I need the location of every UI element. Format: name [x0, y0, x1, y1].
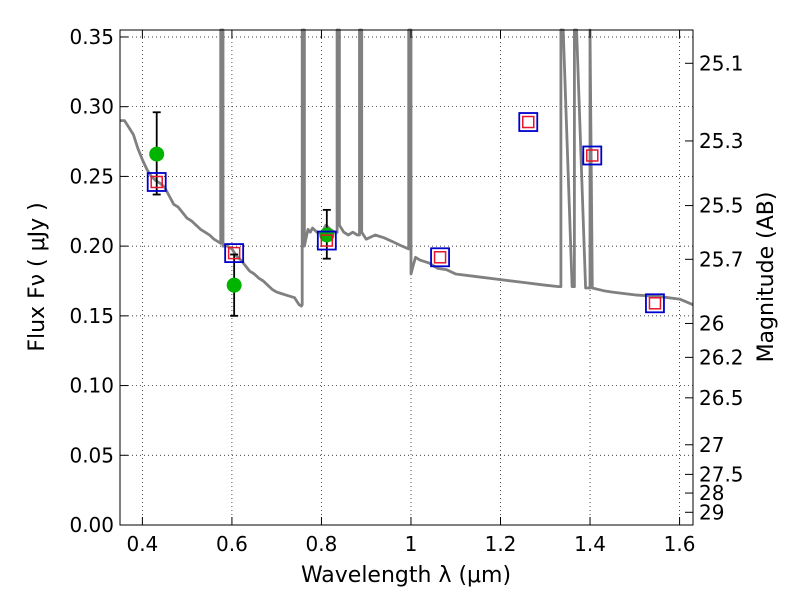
grid-lines	[120, 30, 693, 525]
model-point-outer	[645, 293, 665, 314]
magnitude-tick-label: 26.5	[699, 386, 744, 410]
y-tick-label: 0.15	[69, 304, 114, 328]
y-tick-label: 0.25	[69, 164, 114, 188]
model-point-inner	[150, 175, 163, 189]
model-point-outer	[518, 112, 539, 132]
magnitude-tick-label: 26.2	[699, 345, 744, 369]
model-point-outer	[582, 145, 603, 166]
magnitude-tick-label: 26	[699, 311, 724, 335]
magnitude-tick-label: 29	[699, 500, 724, 524]
y-tick-label: 0.10	[69, 374, 114, 398]
x-axis-ticks: 0.4 0.6 0.8 1 1.2 1.4 1.6	[126, 30, 695, 556]
y-tick-label: 0.35	[69, 25, 114, 49]
right-axis-label: Magnitude (AB)	[754, 192, 779, 363]
y-axis-ticks: 0.00 0.05 0.10 0.15 0.20 0.25 0.30 0.35	[69, 25, 128, 537]
x-tick-label: 0.8	[306, 532, 338, 556]
model-point-inner	[320, 234, 334, 247]
y-tick-label: 0.20	[69, 234, 114, 258]
model-photometry-points	[146, 112, 665, 314]
magnitude-tick-label: 27	[699, 433, 724, 457]
model-point-inner	[586, 149, 599, 162]
y-tick-label: 0.00	[69, 513, 114, 537]
magnitude-tick-label: 25.1	[699, 51, 744, 75]
magnitude-tick-label: 28	[699, 481, 724, 505]
model-point-outer	[316, 230, 337, 251]
magnitude-tick-label: 25.5	[699, 194, 744, 218]
y-tick-label: 0.30	[69, 95, 114, 119]
model-point-inner	[648, 297, 662, 310]
magnitude-tick-label: 25.7	[699, 247, 744, 271]
y-axis-label: Flux Fν ( μJy )	[25, 202, 50, 351]
magnitude-tick-label: 25.3	[699, 129, 744, 153]
spectrum-line	[120, 28, 694, 308]
x-tick-label: 1.6	[664, 532, 696, 556]
x-tick-label: 1.2	[485, 532, 517, 556]
x-tick-label: 0.6	[216, 532, 248, 556]
model-point-inner	[227, 246, 241, 260]
plot-frame	[119, 29, 694, 526]
model-point-inner	[433, 251, 447, 264]
x-tick-label: 1.4	[574, 532, 606, 556]
x-tick-label: 0.4	[126, 532, 158, 556]
observed-point	[149, 146, 165, 162]
model-point-outer	[224, 243, 245, 263]
observed-point	[226, 277, 242, 293]
model-point-inner	[522, 115, 535, 129]
x-tick-label: 1	[405, 532, 418, 556]
y-tick-label: 0.05	[69, 443, 114, 467]
x-axis-label: Wavelength λ (μm)	[301, 563, 511, 588]
plot-background	[120, 30, 693, 525]
magnitude-tick-label: 27.5	[699, 462, 744, 486]
model-point-outer	[146, 172, 167, 192]
model-point-outer	[430, 247, 450, 268]
model-spectrum	[120, 28, 694, 308]
